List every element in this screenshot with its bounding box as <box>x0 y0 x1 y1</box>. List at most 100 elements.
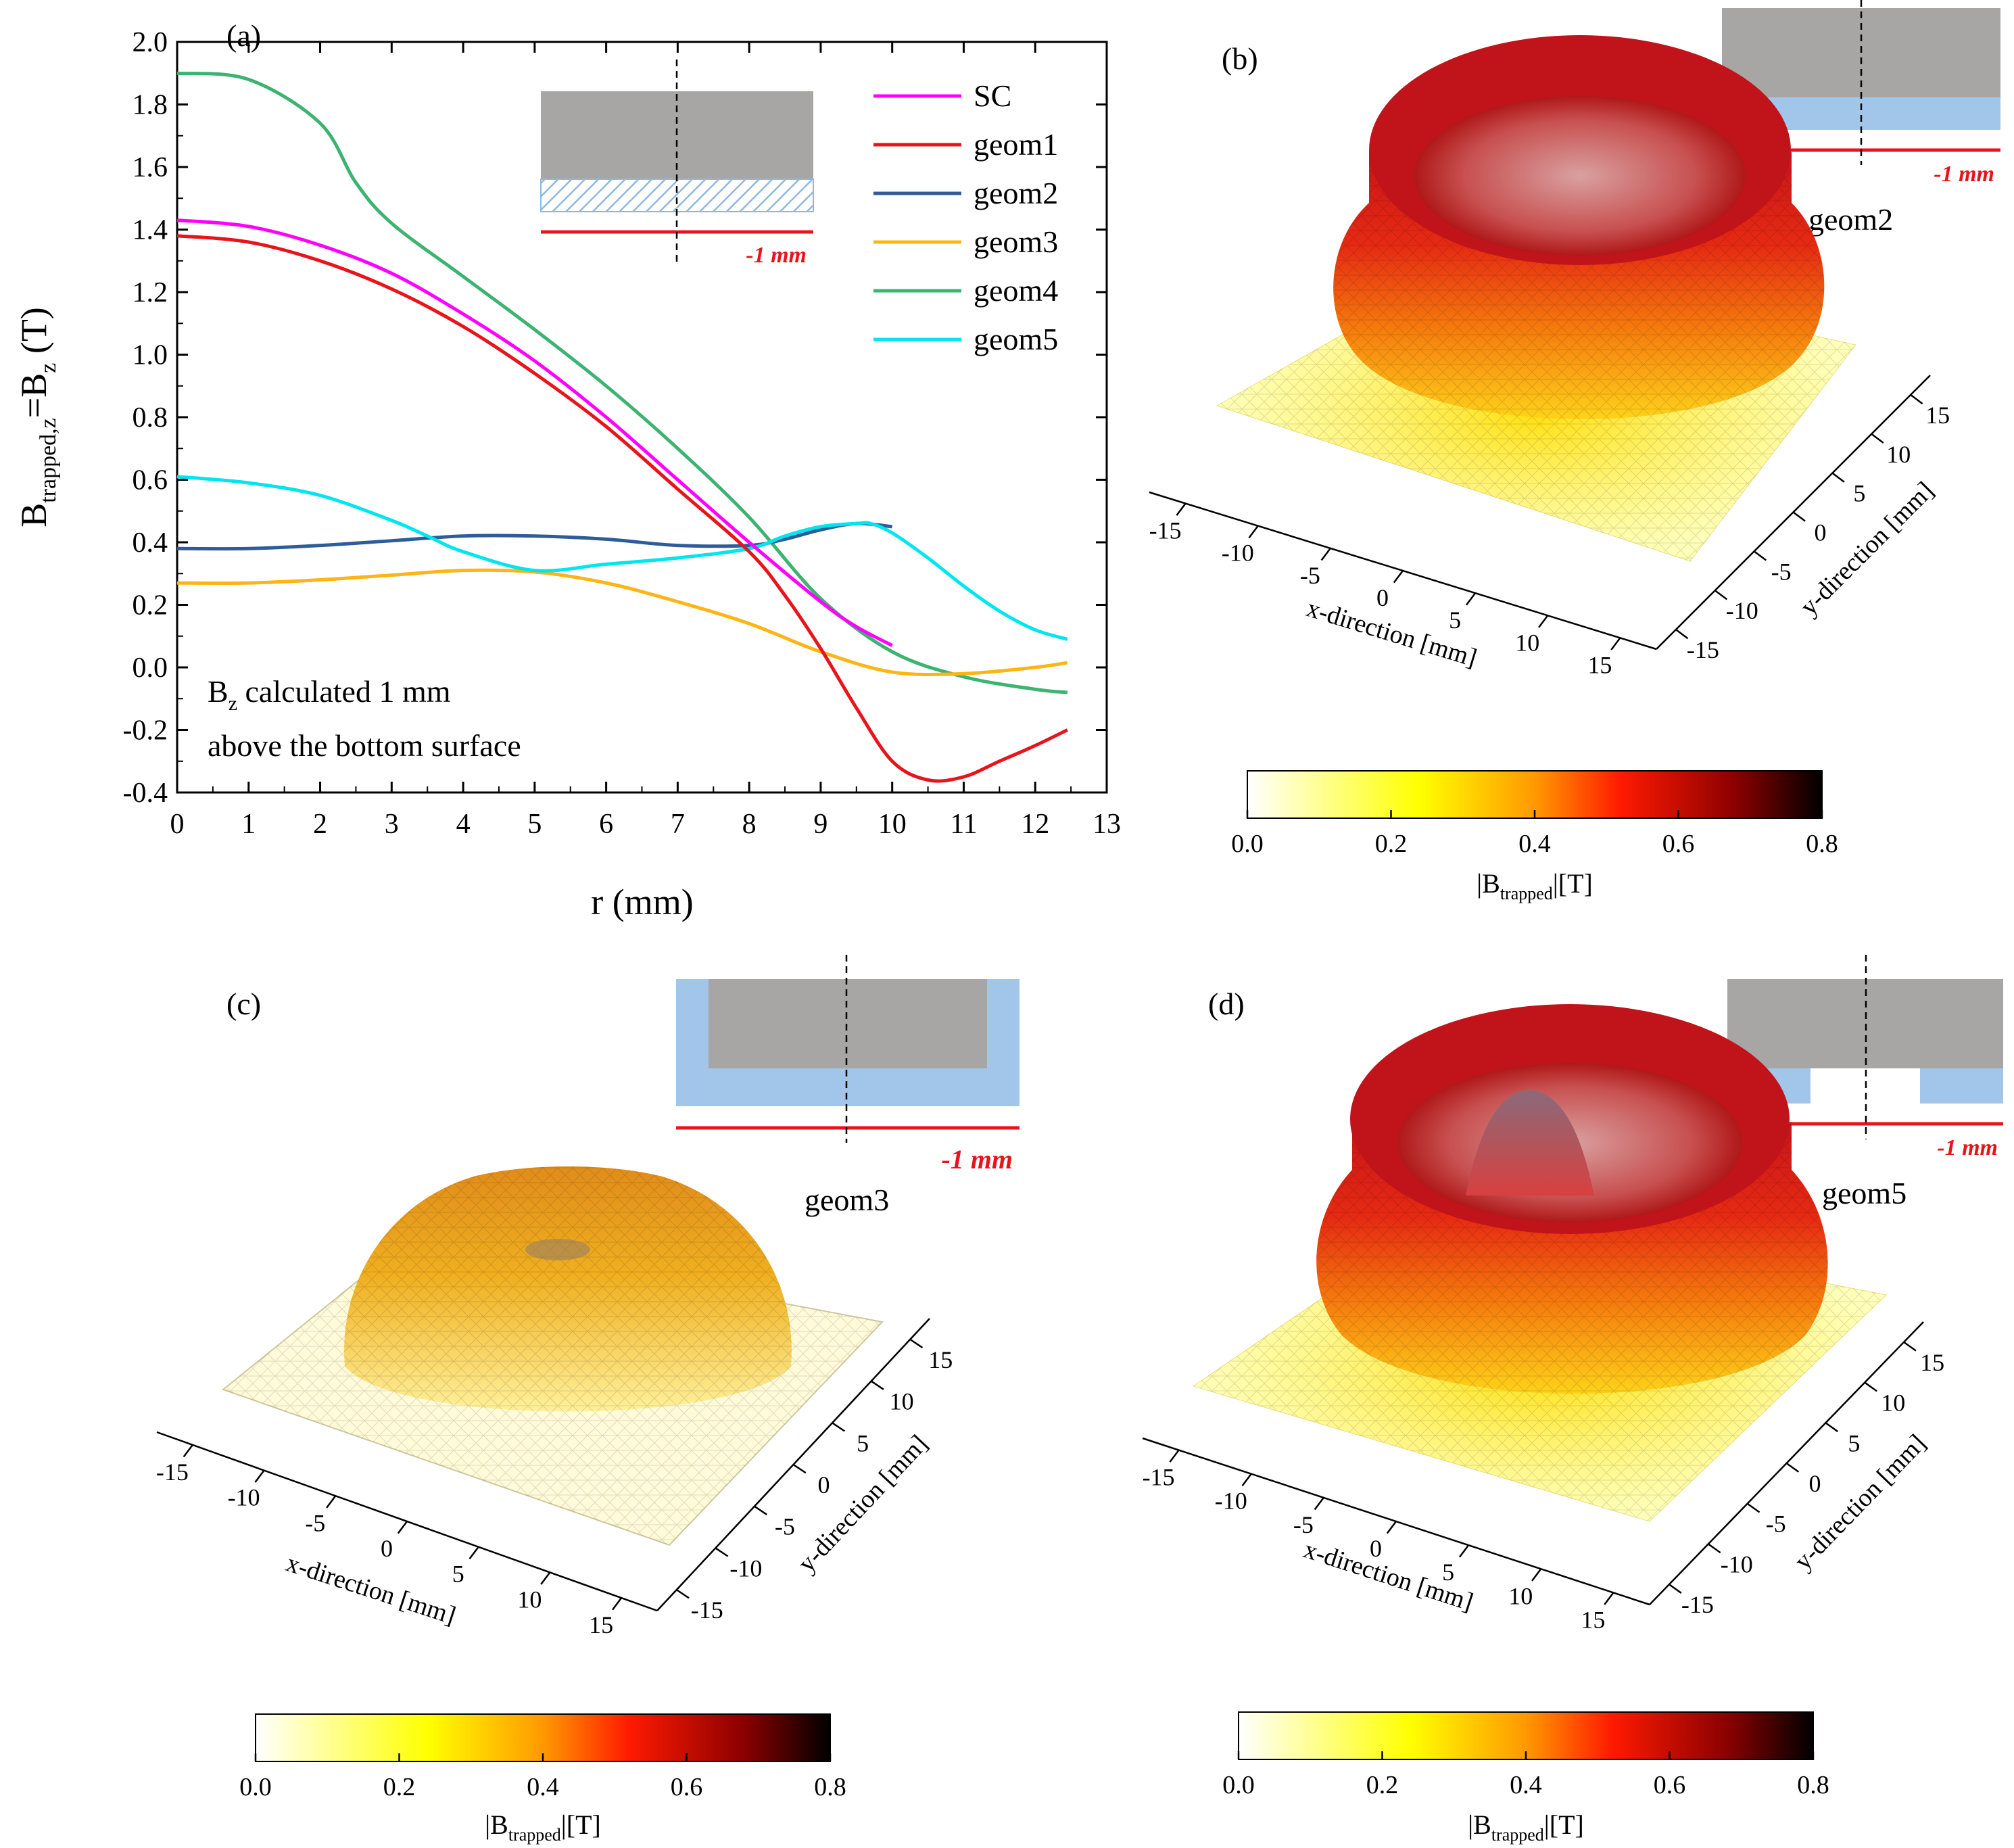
y-tick-label-a: 1.4 <box>133 215 168 246</box>
y-tick-label-a: 0.0 <box>133 653 168 684</box>
legend-label-SC: SC <box>974 78 1011 113</box>
x-tick-label-a: 6 <box>599 809 613 840</box>
axis3d-tick <box>540 1571 551 1585</box>
panel-c-label: (c) <box>226 987 261 1021</box>
annotation-line1: Bz calculated 1 mm <box>208 674 451 715</box>
axis3d-tick-label: 15 <box>1581 1606 1605 1633</box>
x-tick-label-a: 3 <box>385 809 399 840</box>
y-axis-label-b: y-direction [mm] <box>1795 477 1940 621</box>
panel-d-label: (d) <box>1208 987 1245 1021</box>
axis3d-tick <box>1753 550 1767 561</box>
y-ticks-b: -15 -10 -5 05 10 15 <box>1675 394 1950 663</box>
axis3d-tick-label: -15 <box>1687 636 1719 663</box>
x-tick-label-a: 10 <box>878 809 907 840</box>
geometry-label-b: geom2 <box>1808 202 1893 237</box>
axis3d-tick <box>715 1547 729 1557</box>
panel-b-label: (b) <box>1222 41 1258 76</box>
colorbar-tick-label: 0.8 <box>814 1773 846 1801</box>
axis3d-tick-label: 15 <box>1920 1349 1944 1376</box>
colorbar-c-ticks: 0.0 0.2 0.4 0.6 0.8 <box>239 1753 846 1801</box>
surface-c <box>221 1166 884 1546</box>
surface-b-well <box>1414 96 1746 256</box>
x-axis-label-a: r (mm) <box>591 882 693 922</box>
axis3d-tick <box>1792 511 1806 522</box>
colorbar-tick-label: 0.6 <box>1662 830 1695 858</box>
axis3d-tick <box>1465 592 1477 606</box>
axis3d-tick <box>1746 1502 1760 1513</box>
x-tick-label-a: 13 <box>1093 809 1121 840</box>
legend-label-geom4: geom4 <box>974 273 1058 308</box>
x-tick-label-a: 12 <box>1021 809 1049 840</box>
colorbar-b-ticks: 0.0 0.2 0.4 0.6 0.8 <box>1231 810 1838 858</box>
axis3d-tick-label: 5 <box>1449 607 1461 634</box>
y-tick-label-a: 1.2 <box>133 277 168 308</box>
colorbar-d-ticks: 0.0 0.2 0.4 0.6 0.8 <box>1222 1751 1829 1799</box>
axis3d-tick-label: -15 <box>1149 517 1182 544</box>
axis3d-tick <box>1831 472 1845 483</box>
inset-a-depth-label: -1 mm <box>746 243 807 268</box>
colorbar-b: 0.0 0.2 0.4 0.6 0.8 |Btrapped|[T] <box>1231 770 1838 903</box>
axis3d-tick-label: -10 <box>228 1484 260 1511</box>
y-ticks-d: -15 -10 -5 05 10 15 <box>1669 1341 1944 1618</box>
x-tick-label-a: 0 <box>170 809 185 840</box>
axis3d-tick-label: -10 <box>1721 1550 1753 1578</box>
y-ticks-c: -15-10 -5 05 10 15 <box>676 1338 953 1624</box>
y-tick-label-a: 1.0 <box>133 340 168 371</box>
x-tick-label-a: 1 <box>241 809 256 840</box>
axis3d-tick <box>832 1422 846 1432</box>
axis3d-tick-label: -10 <box>1215 1488 1247 1515</box>
x-tick-label-a: 8 <box>742 809 757 840</box>
y-axis-label-a: Btrapped,z=Bz (T) <box>14 307 61 527</box>
axis3d-tick-label: -10 <box>1222 540 1254 567</box>
y-tick-label-a: 1.8 <box>133 90 168 121</box>
y-tick-label-a: 1.6 <box>133 152 168 183</box>
geometry-label-c: geom3 <box>805 1183 889 1217</box>
colorbar-d-label: |Btrapped|[T] <box>1468 1809 1584 1845</box>
surface-c-center-dip <box>525 1239 590 1260</box>
axis3d-tick <box>183 1444 193 1458</box>
colorbar-tick-label: 0.4 <box>1510 1771 1542 1799</box>
colorbar-b-label: |Btrapped|[T] <box>1477 868 1593 903</box>
x-axis-label-c: x-direction [mm] <box>283 1548 459 1630</box>
y-tick-label-a: 0.4 <box>133 527 168 559</box>
x-tick-label-a: 2 <box>313 809 327 840</box>
axis3d-tick <box>469 1546 479 1560</box>
axis3d-tick-label: -15 <box>691 1596 723 1624</box>
x-tick-label-a: 11 <box>950 809 977 840</box>
inset-d: -1 mm <box>1727 955 2003 1160</box>
inset-c: -1 mm <box>676 955 1020 1175</box>
axis3d-tick <box>326 1495 337 1509</box>
x-tick-label-a: 7 <box>671 809 685 840</box>
axis3d-tick-label: 10 <box>1508 1582 1533 1609</box>
y-tick-label-a: 2.0 <box>133 27 168 58</box>
axis3d-tick <box>870 1380 884 1390</box>
axis3d-tick-label: -5 <box>1293 1511 1314 1538</box>
axis3d-tick <box>1610 637 1621 650</box>
surface-b <box>1216 35 1856 562</box>
inset-a: -1 mm <box>540 60 814 268</box>
axis3d-tick-label: 10 <box>1881 1390 1905 1417</box>
colorbar-tick-label: 0.0 <box>1231 830 1264 858</box>
annotation-line2: above the bottom surface <box>208 728 521 763</box>
axis3d-tick <box>792 1463 807 1474</box>
axis3d-tick <box>1320 548 1331 561</box>
legend-label-geom2: geom2 <box>974 176 1058 210</box>
series-line-geom2 <box>176 521 892 551</box>
inset-b-depth-label: -1 mm <box>1934 162 1994 187</box>
colorbar-tick-label: 0.0 <box>239 1773 272 1801</box>
axis3d-tick <box>1715 590 1728 600</box>
y-tick-label-a: -0.4 <box>123 778 168 809</box>
x-ticks-d: -15 -10 -5 0 5 10 15 <box>1143 1449 1614 1633</box>
axis3d-tick <box>754 1505 767 1515</box>
axis3d-tick-label: 5 <box>1442 1559 1454 1586</box>
axis3d-tick-label: 15 <box>928 1346 953 1373</box>
inset-c-depth-label: -1 mm <box>941 1144 1013 1175</box>
axis3d-tick <box>1785 1462 1800 1473</box>
axis3d-tick-label: 5 <box>452 1561 464 1588</box>
surface-d-center-peak <box>1466 1090 1594 1195</box>
legend-label-geom5: geom5 <box>974 322 1058 356</box>
axis3d-tick-label: 10 <box>890 1388 914 1415</box>
x-tick-label-a: 4 <box>456 809 471 840</box>
